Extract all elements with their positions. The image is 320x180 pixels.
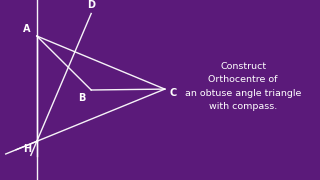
Text: D: D	[87, 0, 95, 10]
Text: C: C	[169, 88, 176, 98]
Text: Construct
Orthocentre of
an obtuse angle triangle
with compass.: Construct Orthocentre of an obtuse angle…	[185, 62, 301, 111]
Text: A: A	[23, 24, 31, 34]
Text: H: H	[23, 143, 31, 154]
Text: B: B	[78, 93, 85, 103]
